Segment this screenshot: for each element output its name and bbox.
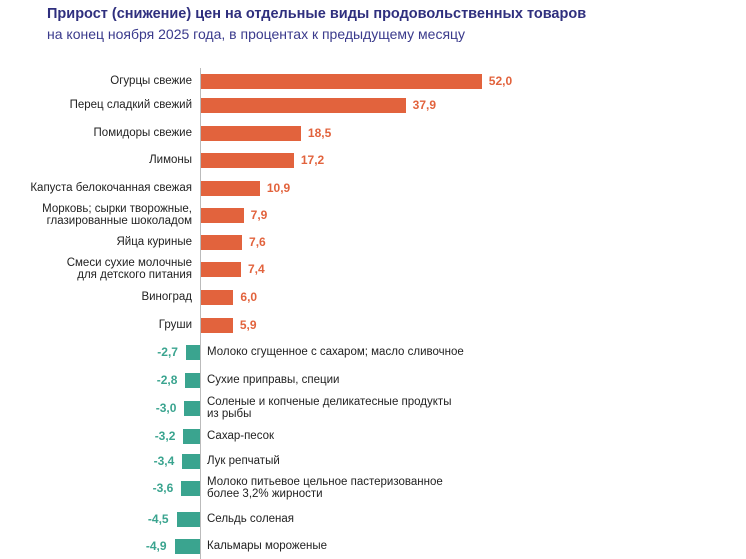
chart-title: Прирост (снижение) цен на отдельные виды… (47, 6, 587, 22)
bar (183, 428, 200, 444)
value-label: -2,8 (156, 373, 178, 387)
value-label: 7,9 (250, 208, 268, 222)
value-label: 5,9 (239, 318, 257, 332)
category-label: Соленые и копченые деликатесные продукты… (207, 396, 452, 420)
value-label: -3,0 (155, 401, 177, 415)
category-label: Лук репчатый (207, 455, 280, 467)
category-label: Перец сладкий свежий (69, 99, 192, 111)
bar (181, 480, 200, 496)
value-label: 7,4 (247, 262, 265, 276)
category-label: Кальмары мороженые (207, 540, 328, 552)
bar (176, 511, 200, 527)
bar (201, 73, 482, 89)
category-label: Огурцы свежие (110, 75, 192, 87)
category-label: Яйца куриные (116, 236, 192, 248)
value-label: -3,6 (152, 481, 174, 495)
category-label: Груши (158, 319, 192, 331)
bar (184, 400, 200, 416)
value-label: -4,5 (147, 512, 169, 526)
bar (201, 125, 301, 141)
category-label: Молоко питьевое цельное пастеризованное … (207, 476, 443, 500)
bar (201, 152, 294, 168)
bar (174, 538, 200, 554)
category-label: Смеси сухие молочные для детского питани… (66, 257, 192, 281)
bar (185, 344, 200, 360)
value-label: 7,6 (249, 235, 266, 249)
category-label: Лимоны (149, 154, 192, 166)
bar (182, 453, 200, 469)
category-label: Сахар-песок (207, 430, 275, 442)
value-label: -4,9 (145, 539, 167, 553)
value-label: -3,4 (153, 454, 175, 468)
bar (201, 97, 406, 113)
category-label: Молоко сгущенное с сахаром; масло сливоч… (207, 346, 464, 358)
value-label: 17,2 (300, 153, 325, 167)
category-label: Капуста белокочанная свежая (30, 182, 192, 194)
value-label: -3,2 (154, 429, 176, 443)
zero-axis (200, 68, 201, 559)
bar (185, 372, 200, 388)
bar (201, 289, 234, 305)
value-label: 37,9 (412, 98, 437, 112)
bar (201, 261, 241, 277)
bar (201, 180, 260, 196)
category-label: Помидоры свежие (93, 127, 192, 139)
bar (201, 317, 233, 333)
category-label: Сухие приправы, специи (207, 374, 340, 386)
value-label: 18,5 (307, 126, 332, 140)
value-label: 10,9 (266, 181, 291, 195)
bar (201, 234, 243, 250)
category-label: Виноград (141, 291, 192, 303)
bar (201, 207, 244, 223)
chart-subtitle: на конец ноября 2025 года, в процентах к… (47, 26, 466, 42)
category-label: Сельдь соленая (207, 513, 295, 525)
value-label: 6,0 (240, 290, 258, 304)
category-label: Морковь; сырки творожные, глазированные … (42, 203, 192, 227)
value-label: -2,7 (157, 345, 178, 359)
value-label: 52,0 (488, 74, 513, 88)
